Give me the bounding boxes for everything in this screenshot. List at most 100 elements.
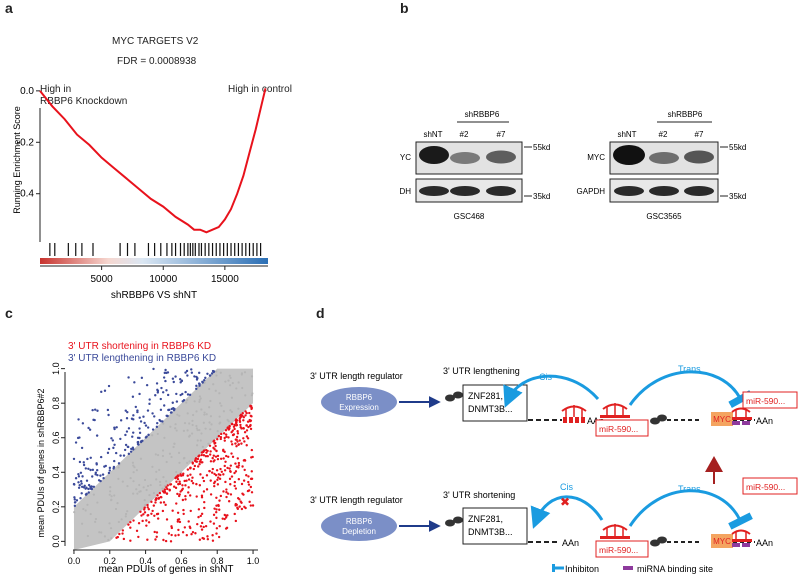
scatter-point-lengthening	[146, 426, 150, 429]
scatter-point-grey	[204, 427, 207, 430]
scatter-point-grey	[82, 507, 85, 511]
cis-blocked-icon: ✖	[560, 495, 570, 509]
scatter-point-lengthening	[113, 443, 116, 446]
scatter-point-lengthening	[162, 376, 166, 379]
scatter-point-shortening	[236, 440, 239, 443]
scatter-point-shortening	[219, 457, 223, 461]
scatter-point-shortening	[143, 511, 147, 514]
scatter-point-shortening	[236, 430, 239, 433]
scatter-point-grey	[89, 512, 92, 516]
scatter-point-lengthening	[72, 457, 76, 461]
scatter-point-shortening	[143, 508, 146, 511]
scatter-point-shortening	[191, 476, 194, 479]
scatter-point-grey	[230, 410, 234, 413]
scatter-point-shortening	[233, 480, 237, 484]
scatter-point-shortening	[238, 439, 241, 442]
scatter-point-shortening	[146, 513, 150, 517]
scatter-point-shortening	[210, 471, 214, 474]
scatter-point-shortening	[237, 466, 240, 469]
scatter-point-lengthening	[138, 436, 141, 440]
scatter-point-lengthening	[164, 368, 167, 372]
scatter-point-lengthening	[208, 374, 212, 377]
scatter-xtick-5: 1.0	[247, 556, 260, 566]
scatter-point-shortening	[225, 490, 228, 494]
scatter-point-shortening	[233, 512, 236, 516]
scatter-point-shortening	[225, 495, 228, 499]
scatter-point-shortening	[195, 460, 199, 463]
scatter-point-lengthening	[80, 482, 83, 485]
scatter-point-shortening	[200, 453, 203, 457]
scatter-point-shortening	[244, 410, 247, 413]
scatter-point-shortening	[202, 490, 206, 493]
scatter-point-shortening	[235, 423, 239, 427]
scatter-point-grey	[135, 469, 138, 472]
scatter-point-lengthening	[96, 473, 99, 477]
scatter-point-lengthening	[78, 436, 81, 439]
scatter-point-lengthening	[155, 425, 159, 429]
scatter-point-grey	[132, 480, 135, 483]
scatter-point-grey	[107, 538, 110, 541]
scatter-point-grey	[227, 379, 230, 382]
scatter-point-shortening	[174, 486, 178, 490]
scatter-point-lengthening	[80, 446, 84, 450]
scatter-point-shortening	[177, 528, 180, 532]
scatter-point-shortening	[146, 506, 149, 509]
scatter-point-shortening	[203, 506, 206, 510]
scatter-point-shortening	[191, 462, 195, 465]
panel-label-c: c	[5, 305, 13, 321]
scatter-point-lengthening	[129, 450, 133, 453]
scatter-point-lengthening	[124, 443, 128, 447]
scatter-point-shortening	[189, 509, 192, 513]
scatter-point-shortening	[167, 532, 171, 535]
scatter-point-shortening	[206, 535, 209, 538]
scatter-point-grey	[208, 421, 211, 424]
scatter-point-lengthening	[101, 473, 105, 476]
scatter-unchanged-band	[73, 368, 254, 550]
scatter-point-shortening	[142, 513, 145, 516]
scatter-point-lengthening	[136, 410, 139, 414]
scatter-point-lengthening	[127, 427, 131, 430]
top-state-label: 3' UTR lengthening	[443, 366, 520, 376]
scatter-point-lengthening	[89, 468, 92, 472]
scatter-point-lengthening	[136, 440, 139, 444]
scatter-point-shortening	[236, 506, 239, 509]
scatter-point-lengthening	[90, 485, 93, 488]
scatter-point-grey	[151, 434, 154, 437]
scatter-point-shortening	[199, 473, 202, 476]
scatter-point-shortening	[219, 494, 223, 498]
scatter-point-lengthening	[188, 393, 192, 397]
scatter-point-lengthening	[80, 485, 84, 488]
scatter-point-grey	[215, 374, 218, 377]
scatter-point-shortening	[141, 519, 144, 523]
scatter-point-grey	[229, 384, 232, 387]
scatter-point-shortening	[175, 502, 178, 505]
scatter-point-shortening	[226, 514, 229, 517]
scatter-point-lengthening	[99, 474, 102, 477]
scatter-point-grey	[145, 488, 148, 492]
scatter-point-lengthening	[138, 392, 141, 396]
top-gene-line1: ZNF281,	[468, 391, 503, 401]
scatter-point-grey	[132, 492, 135, 495]
scatter-point-shortening	[202, 525, 205, 529]
scatter-point-grey	[124, 512, 128, 516]
bottom-myc-label: MYC	[713, 537, 731, 546]
scatter-point-grey	[117, 477, 120, 480]
scatter-point-lengthening	[78, 460, 82, 464]
scatter-point-shortening	[191, 530, 195, 534]
scatter-point-grey	[86, 534, 89, 538]
scatter-point-shortening	[219, 467, 222, 471]
scatter-point-shortening	[249, 419, 253, 422]
scatter-point-lengthening	[131, 395, 135, 398]
scatter-point-shortening	[243, 459, 247, 462]
scatter-point-shortening	[234, 420, 238, 423]
scatter-point-grey	[86, 503, 89, 506]
scatter-point-shortening	[191, 482, 195, 485]
scatter-point-shortening	[187, 520, 190, 523]
scatter-point-grey	[191, 413, 195, 417]
scatter-point-shortening	[242, 416, 246, 419]
scatter-point-shortening	[214, 441, 217, 445]
top-gene-line2: DNMT3B...	[468, 404, 513, 414]
scatter-point-grey	[250, 394, 253, 397]
blot1-lane-shnt: shNT	[423, 130, 442, 139]
scatter-point-grey	[187, 435, 191, 438]
